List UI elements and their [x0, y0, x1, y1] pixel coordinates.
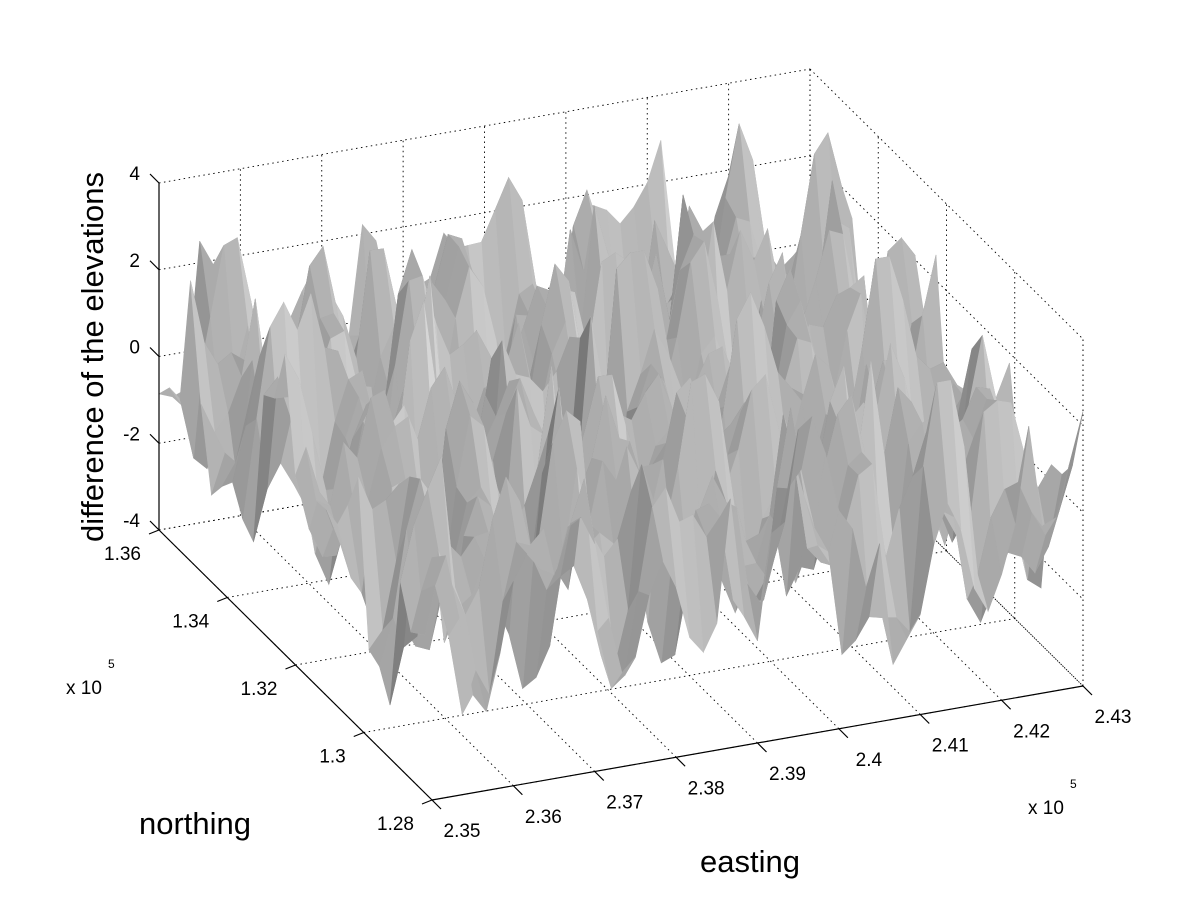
y-exponent-power: 5	[108, 657, 115, 671]
x-tick-label: 2.36	[525, 807, 562, 828]
x-tick-mark	[675, 756, 686, 767]
y-tick-mark	[148, 529, 160, 535]
x-axis-title: easting	[700, 844, 800, 879]
surface-facet	[421, 555, 447, 592]
x-tick-label: 2.42	[1013, 721, 1050, 742]
x-tick-label: 2.35	[444, 821, 481, 842]
grid-line-back-z	[158, 68, 811, 184]
z-tick-label: 0	[129, 338, 140, 359]
z-tick-mark	[149, 173, 160, 184]
y-tick-label: 1.36	[104, 544, 141, 565]
x-tick-label: 2.41	[932, 736, 969, 757]
y-tick-mark	[421, 799, 433, 805]
y-tick-label: 1.3	[319, 747, 345, 768]
y-tick-mark	[285, 664, 296, 670]
x-tick-label: 2.38	[688, 778, 725, 799]
x-exponent-power: 5	[1070, 777, 1077, 791]
x-tick-mark	[1082, 685, 1093, 696]
x-tick-mark	[919, 714, 930, 724]
z-tick-mark	[149, 260, 160, 271]
x-tick-mark	[512, 785, 523, 796]
x-tick-mark	[838, 728, 849, 739]
elevation-difference-surface	[158, 122, 1084, 716]
x-tick-mark	[594, 771, 605, 781]
grid-line-back-z	[158, 155, 811, 271]
x-tick-mark	[757, 742, 767, 753]
z-tick-label: 2	[129, 251, 140, 272]
z-tick-label: -2	[123, 424, 140, 445]
y-tick-label: 1.34	[172, 612, 209, 633]
y-exponent-label: x 10	[66, 678, 102, 699]
z-tick-label: -4	[123, 511, 140, 532]
z-axis-title: difference of the elevations	[75, 172, 110, 542]
x-tick-label: 2.37	[606, 793, 643, 814]
x-tick-label: 2.39	[769, 764, 806, 785]
z-tick-mark	[149, 347, 160, 357]
x-tick-label: 2.43	[1095, 707, 1132, 728]
axes: 2.35 2.36 2.37 2.38 2.39 2.4 2.41 2.42 2.43 1.28 1…	[104, 164, 1131, 842]
x-tick-mark	[1001, 699, 1012, 710]
z-tick-label: 4	[129, 164, 140, 185]
z-tick-mark	[149, 433, 160, 444]
y-tick-label: 1.28	[377, 814, 414, 835]
axis-labels: easting northing difference of the eleva…	[66, 172, 1077, 879]
y-tick-mark	[217, 596, 228, 603]
x-tick-label: 2.4	[856, 750, 883, 771]
y-tick-label: 1.32	[241, 679, 278, 700]
y-axis-title: northing	[139, 806, 251, 841]
z-tick-mark	[149, 520, 160, 531]
x-tick-mark	[431, 799, 442, 810]
y-tick-mark	[353, 731, 364, 738]
x-exponent-label: x 10	[1028, 798, 1064, 819]
